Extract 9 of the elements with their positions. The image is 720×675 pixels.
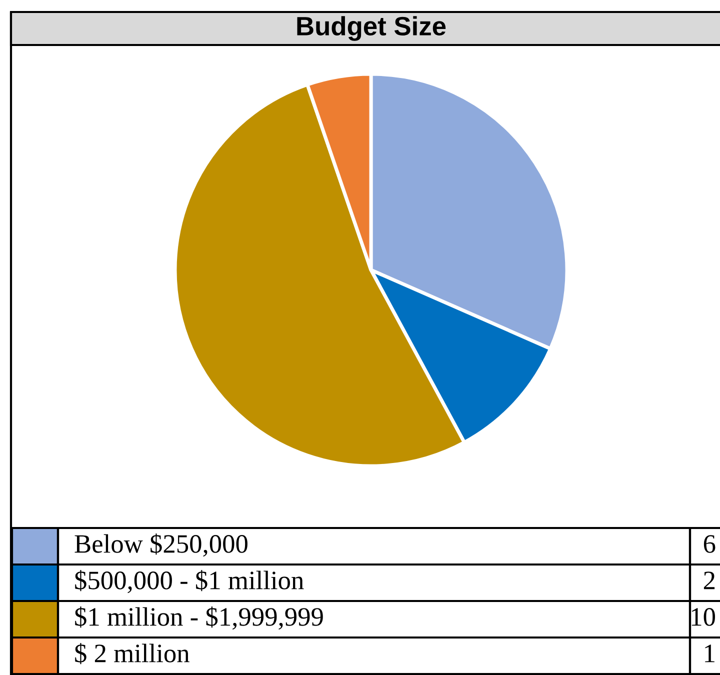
- data-label: 6: [704, 535, 716, 553]
- legend-label: $ 2 million: [75, 642, 190, 664]
- data-label: 10: [692, 608, 715, 626]
- legend-label: $500,000 - $1 million: [75, 570, 304, 594]
- legend-label: Below $250,000: [74, 533, 248, 557]
- legend-label: $1 million - $1,999,999: [75, 606, 323, 630]
- chart-title: Budget Size: [297, 16, 446, 41]
- data-label: 1: [705, 644, 714, 662]
- data-label: 2: [704, 572, 715, 590]
